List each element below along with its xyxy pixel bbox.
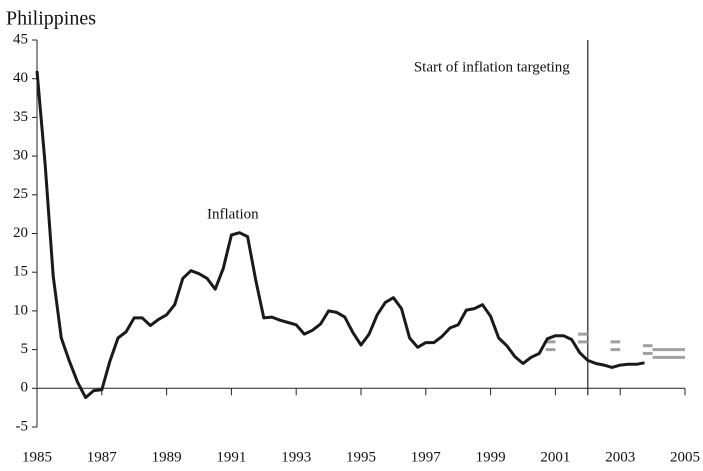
y-tick-label: 5 [21,341,29,357]
y-tick-label: 25 [13,186,28,202]
y-tick-label: 45 [13,31,28,47]
x-tick-label: 1999 [476,449,506,465]
x-tick-label: 2003 [605,449,635,465]
x-tick-label: 1993 [281,449,311,465]
x-tick-label: 1991 [216,449,246,465]
x-tick-label: 2001 [540,449,570,465]
y-tick-label: 0 [21,380,29,396]
y-tick-label: -5 [16,418,29,434]
y-tick-label: 15 [13,264,28,280]
y-tick-label: 40 [13,70,28,86]
y-tick-label: 30 [13,148,28,164]
y-tick-label: 35 [13,109,28,125]
series-label: Inflation [207,206,259,222]
x-tick-label: 1985 [22,449,52,465]
x-tick-label: 1989 [152,449,182,465]
y-tick-label: 10 [13,302,28,318]
inflation-line [35,70,645,400]
x-tick-label: 1997 [411,449,442,465]
x-tick-label: 2005 [670,449,700,465]
chart-title: Philippines [6,8,96,30]
x-tick-label: 1987 [87,449,118,465]
x-tick-label: 1995 [346,449,376,465]
event-label: Start of inflation targeting [414,59,570,75]
y-tick-label: 20 [13,225,28,241]
